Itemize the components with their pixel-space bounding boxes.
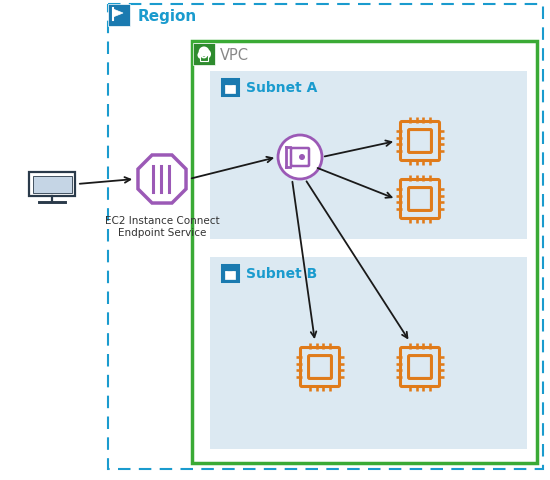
Circle shape (197, 52, 205, 60)
FancyBboxPatch shape (108, 5, 130, 27)
Circle shape (278, 136, 322, 180)
FancyBboxPatch shape (225, 272, 235, 279)
Text: EC2 Instance Connect
Endpoint Service: EC2 Instance Connect Endpoint Service (104, 216, 219, 237)
FancyBboxPatch shape (210, 72, 527, 240)
Text: VPC: VPC (220, 48, 249, 62)
Circle shape (201, 50, 211, 60)
FancyBboxPatch shape (225, 86, 235, 94)
Polygon shape (138, 156, 186, 204)
FancyBboxPatch shape (193, 44, 215, 66)
FancyBboxPatch shape (220, 78, 240, 98)
Text: Subnet A: Subnet A (246, 81, 317, 95)
Circle shape (199, 48, 210, 58)
FancyBboxPatch shape (192, 42, 537, 463)
Polygon shape (113, 10, 123, 18)
Text: Region: Region (138, 10, 197, 24)
FancyBboxPatch shape (32, 176, 72, 193)
Text: Subnet B: Subnet B (246, 266, 317, 280)
FancyBboxPatch shape (220, 264, 240, 283)
FancyBboxPatch shape (210, 257, 527, 449)
Circle shape (299, 155, 305, 161)
FancyBboxPatch shape (200, 56, 208, 62)
